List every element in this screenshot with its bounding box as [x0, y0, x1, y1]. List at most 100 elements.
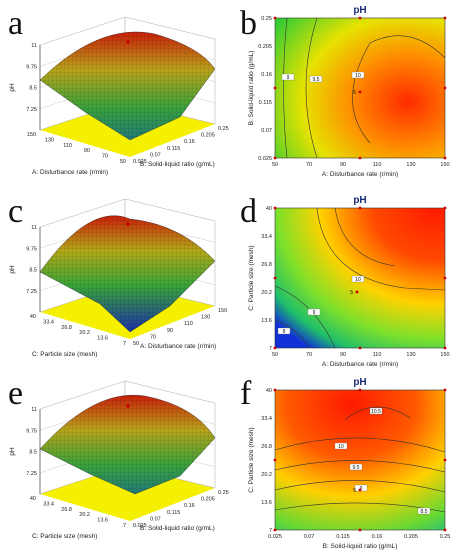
contour-panel-b: pH 9 9.5 10 5 50 70 90 110 130 150 0.025 0.07 0.115 0.…	[248, 5, 450, 178]
x-tick-label: 7	[123, 341, 126, 347]
x-tick-label: 130	[406, 162, 415, 168]
design-point	[273, 346, 277, 350]
contour-field	[274, 389, 446, 531]
surface-mesh	[40, 215, 215, 332]
y-tick-label: 0.25	[261, 16, 272, 22]
x-tick-label: 7	[123, 523, 126, 529]
x-axis-label: A: Disturbance rate (r/min)	[322, 361, 398, 368]
design-point	[273, 528, 277, 532]
design-point	[443, 458, 447, 462]
x-tick-label: 130	[406, 352, 415, 358]
y-tick-label: 0.16	[184, 503, 195, 509]
x-tick-label: 20.2	[79, 330, 90, 336]
design-point	[358, 346, 362, 350]
y-axis-label: C: Particle size (mesh)	[248, 427, 255, 492]
y-axis-label: B: Solid-liquid ratio (g/mL)	[140, 161, 215, 168]
contour-label-box	[334, 442, 348, 450]
surface-panel-c: 7.25 8.5 9.75 11 pH 7 13.6 20.2 26.8 33.4 40 50 70 90…	[9, 198, 227, 358]
contour-line	[305, 17, 318, 159]
x-tick-label: 33.4	[43, 501, 54, 507]
design-point	[358, 388, 362, 392]
y-tick-label: 0.07	[150, 516, 161, 522]
contour-label: 10	[338, 444, 344, 450]
contour-line	[274, 480, 446, 493]
design-point	[443, 86, 447, 90]
y-tick-label: 7	[269, 346, 272, 352]
y-tick-label: 0.025	[133, 159, 147, 165]
x-tick-label: 0.115	[336, 534, 349, 540]
x-axis-label: A: Disturbance rate (r/min)	[32, 169, 108, 176]
x-tick-label: 130	[45, 137, 54, 143]
y-axis-label: B: Solid-liquid ratio (g/mL)	[140, 525, 215, 532]
contour-line	[344, 406, 411, 421]
design-point	[273, 86, 277, 90]
contour-label-box	[277, 327, 291, 335]
contour-label-box	[351, 275, 365, 283]
y-tick-label: 0.205	[201, 497, 215, 503]
design-point	[273, 388, 277, 392]
design-point	[443, 276, 447, 280]
z-tick-label: 9.75	[26, 428, 37, 434]
contour-line	[316, 207, 446, 291]
contour-line	[274, 319, 311, 349]
y-tick-label: 0.25	[218, 490, 229, 496]
z-axis-label: pH	[9, 83, 16, 92]
x-tick-label: 110	[63, 143, 72, 149]
x-tick-label: 26.8	[61, 325, 72, 331]
panel-label-b: b	[240, 5, 257, 42]
contour-label: 9.5	[353, 465, 360, 471]
z-tick-label: 8.5	[29, 268, 37, 274]
z-axis-label: pH	[9, 447, 16, 456]
z-tick-label: 8.5	[29, 450, 37, 456]
x-tick-label: 90	[84, 148, 90, 154]
y-tick-label: 0.025	[258, 156, 272, 162]
center-point-label: 5	[350, 290, 353, 296]
design-point	[273, 206, 277, 210]
contour-label: 10.5	[371, 409, 381, 415]
y-tick-label: 0.205	[201, 133, 215, 139]
design-point	[443, 206, 447, 210]
y-tick-label: 0.16	[261, 72, 272, 78]
y-tick-label: 0.205	[258, 44, 272, 50]
contour-label: 8	[283, 329, 286, 335]
optimum-point	[126, 222, 130, 226]
y-tick-label: 33.4	[261, 416, 272, 422]
design-point	[443, 16, 447, 20]
y-tick-label: 40	[266, 206, 272, 212]
x-tick-label: 50	[272, 352, 278, 358]
design-point	[443, 346, 447, 350]
contour-label-box	[309, 75, 323, 83]
contour-panel-d: pH 8 9 10 5 50 70 90 110 130 150 7 13.6 20.2 26.8 33.4 4…	[248, 195, 450, 368]
z-tick-label: 11	[31, 225, 37, 231]
x-tick-label: 40	[30, 314, 36, 320]
z-tick-label: 9.75	[26, 64, 37, 70]
x-tick-label: 50	[120, 159, 126, 165]
x-tick-label: 70	[306, 352, 312, 358]
design-point	[358, 16, 362, 20]
x-axis-label: C: Particle size (mesh)	[32, 351, 97, 358]
chart-title: pH	[353, 377, 366, 388]
contour-line	[274, 460, 446, 473]
x-tick-label: 110	[373, 352, 382, 358]
x-tick-label: 70	[102, 154, 108, 160]
design-point	[273, 458, 277, 462]
y-tick-label: 33.4	[261, 234, 272, 240]
y-tick-label: 0.025	[133, 523, 147, 529]
y-tick-label: 130	[201, 315, 210, 321]
z-tick-label: 11	[31, 43, 37, 49]
contour-label: 8.5	[421, 509, 428, 515]
y-tick-label: 150	[218, 308, 227, 314]
chart-title: pH	[353, 195, 366, 206]
x-tick-label: 0.025	[268, 534, 282, 540]
contour-label-box	[354, 484, 368, 492]
contour-label: 10	[355, 277, 361, 283]
panel-label-a: a	[8, 5, 23, 42]
center-point-label: 5	[353, 488, 356, 494]
contour-label: 9.5	[313, 77, 320, 83]
design-point	[273, 16, 277, 20]
panel-label-d: d	[240, 193, 257, 230]
contour-label-box	[417, 507, 431, 515]
x-tick-label: 0.16	[372, 534, 383, 540]
panel-label-f: f	[240, 375, 252, 412]
